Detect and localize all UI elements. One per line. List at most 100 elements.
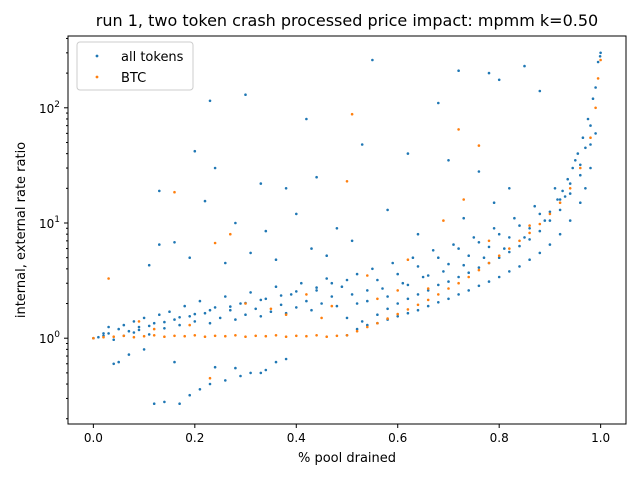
data-point <box>574 159 577 162</box>
data-point <box>503 247 506 250</box>
data-point <box>477 170 481 173</box>
data-point <box>173 190 176 194</box>
data-point <box>152 327 156 331</box>
data-point <box>259 315 263 318</box>
x-tick-label: 0.6 <box>388 431 407 445</box>
data-point <box>442 270 445 273</box>
legend-label-btc: BTC <box>121 71 146 86</box>
data-point <box>497 256 501 260</box>
data-point <box>213 166 217 170</box>
data-point <box>188 315 191 318</box>
data-point <box>355 272 359 276</box>
data-point <box>284 187 288 190</box>
data-point <box>244 313 247 317</box>
data-point <box>584 187 587 190</box>
data-point <box>421 275 425 279</box>
data-point <box>518 224 521 227</box>
data-point <box>295 290 298 293</box>
data-point <box>208 382 212 386</box>
chart-title: run 1, two token crash processed price i… <box>96 11 598 30</box>
data-point <box>508 270 511 273</box>
data-point <box>137 320 141 323</box>
data-point <box>426 287 430 290</box>
data-point <box>173 360 176 364</box>
data-point <box>538 212 542 216</box>
data-point <box>355 302 359 305</box>
data-point <box>173 318 176 321</box>
data-point <box>467 271 471 275</box>
data-point <box>315 334 318 337</box>
x-tick-label: 0.2 <box>185 431 204 445</box>
data-point <box>152 334 156 337</box>
data-point <box>183 304 186 308</box>
data-point <box>224 334 227 338</box>
data-point <box>487 261 491 265</box>
data-point <box>112 335 115 339</box>
data-point <box>92 336 95 340</box>
data-point <box>416 265 420 268</box>
data-point <box>568 219 572 222</box>
data-point <box>305 293 308 296</box>
data-point <box>467 275 471 279</box>
data-point <box>598 55 602 58</box>
data-point <box>396 302 400 305</box>
data-point <box>477 284 481 288</box>
data-point <box>492 201 496 204</box>
data-point <box>284 313 288 317</box>
x-tick-label: 0.4 <box>287 431 306 445</box>
data-point <box>579 173 582 177</box>
data-point <box>229 308 232 312</box>
data-point <box>178 323 181 327</box>
data-point <box>229 232 232 236</box>
data-point <box>518 239 521 243</box>
data-point <box>437 293 440 296</box>
data-point <box>345 180 349 183</box>
data-point <box>589 136 592 139</box>
data-point <box>528 224 531 227</box>
data-point <box>416 303 420 307</box>
data-point <box>371 267 374 271</box>
data-point <box>528 238 531 241</box>
data-point <box>599 58 602 62</box>
data-point <box>355 329 359 333</box>
data-point <box>487 280 491 283</box>
data-point <box>548 212 552 216</box>
data-point <box>254 307 257 311</box>
data-point <box>457 281 460 285</box>
data-point <box>178 316 181 319</box>
data-point <box>330 304 334 308</box>
data-point <box>213 365 217 369</box>
data-point <box>213 334 217 338</box>
data-point <box>173 334 176 338</box>
data-point <box>437 301 440 304</box>
data-point <box>183 334 186 338</box>
data-point <box>325 254 329 257</box>
data-point <box>558 232 562 236</box>
data-point <box>497 232 501 236</box>
data-point <box>584 146 587 150</box>
data-point <box>208 376 212 380</box>
data-point <box>591 97 595 100</box>
data-point <box>447 297 450 301</box>
data-point <box>426 298 430 302</box>
data-point <box>224 295 227 298</box>
data-point <box>487 245 491 249</box>
data-point <box>132 335 136 339</box>
data-point <box>416 232 420 236</box>
data-point <box>561 189 564 193</box>
data-point <box>284 335 288 339</box>
data-point <box>391 261 395 265</box>
data-point <box>437 283 440 287</box>
data-point <box>596 60 600 64</box>
data-point <box>487 71 491 75</box>
data-point <box>213 241 217 245</box>
data-point <box>152 402 156 406</box>
data-point <box>325 335 329 339</box>
y-axis-label: internal, external rate ratio <box>14 142 29 318</box>
data-point <box>112 338 115 342</box>
data-point <box>208 308 212 312</box>
legend-marker-btc <box>95 75 99 79</box>
data-point <box>112 362 115 366</box>
data-point <box>538 229 542 233</box>
